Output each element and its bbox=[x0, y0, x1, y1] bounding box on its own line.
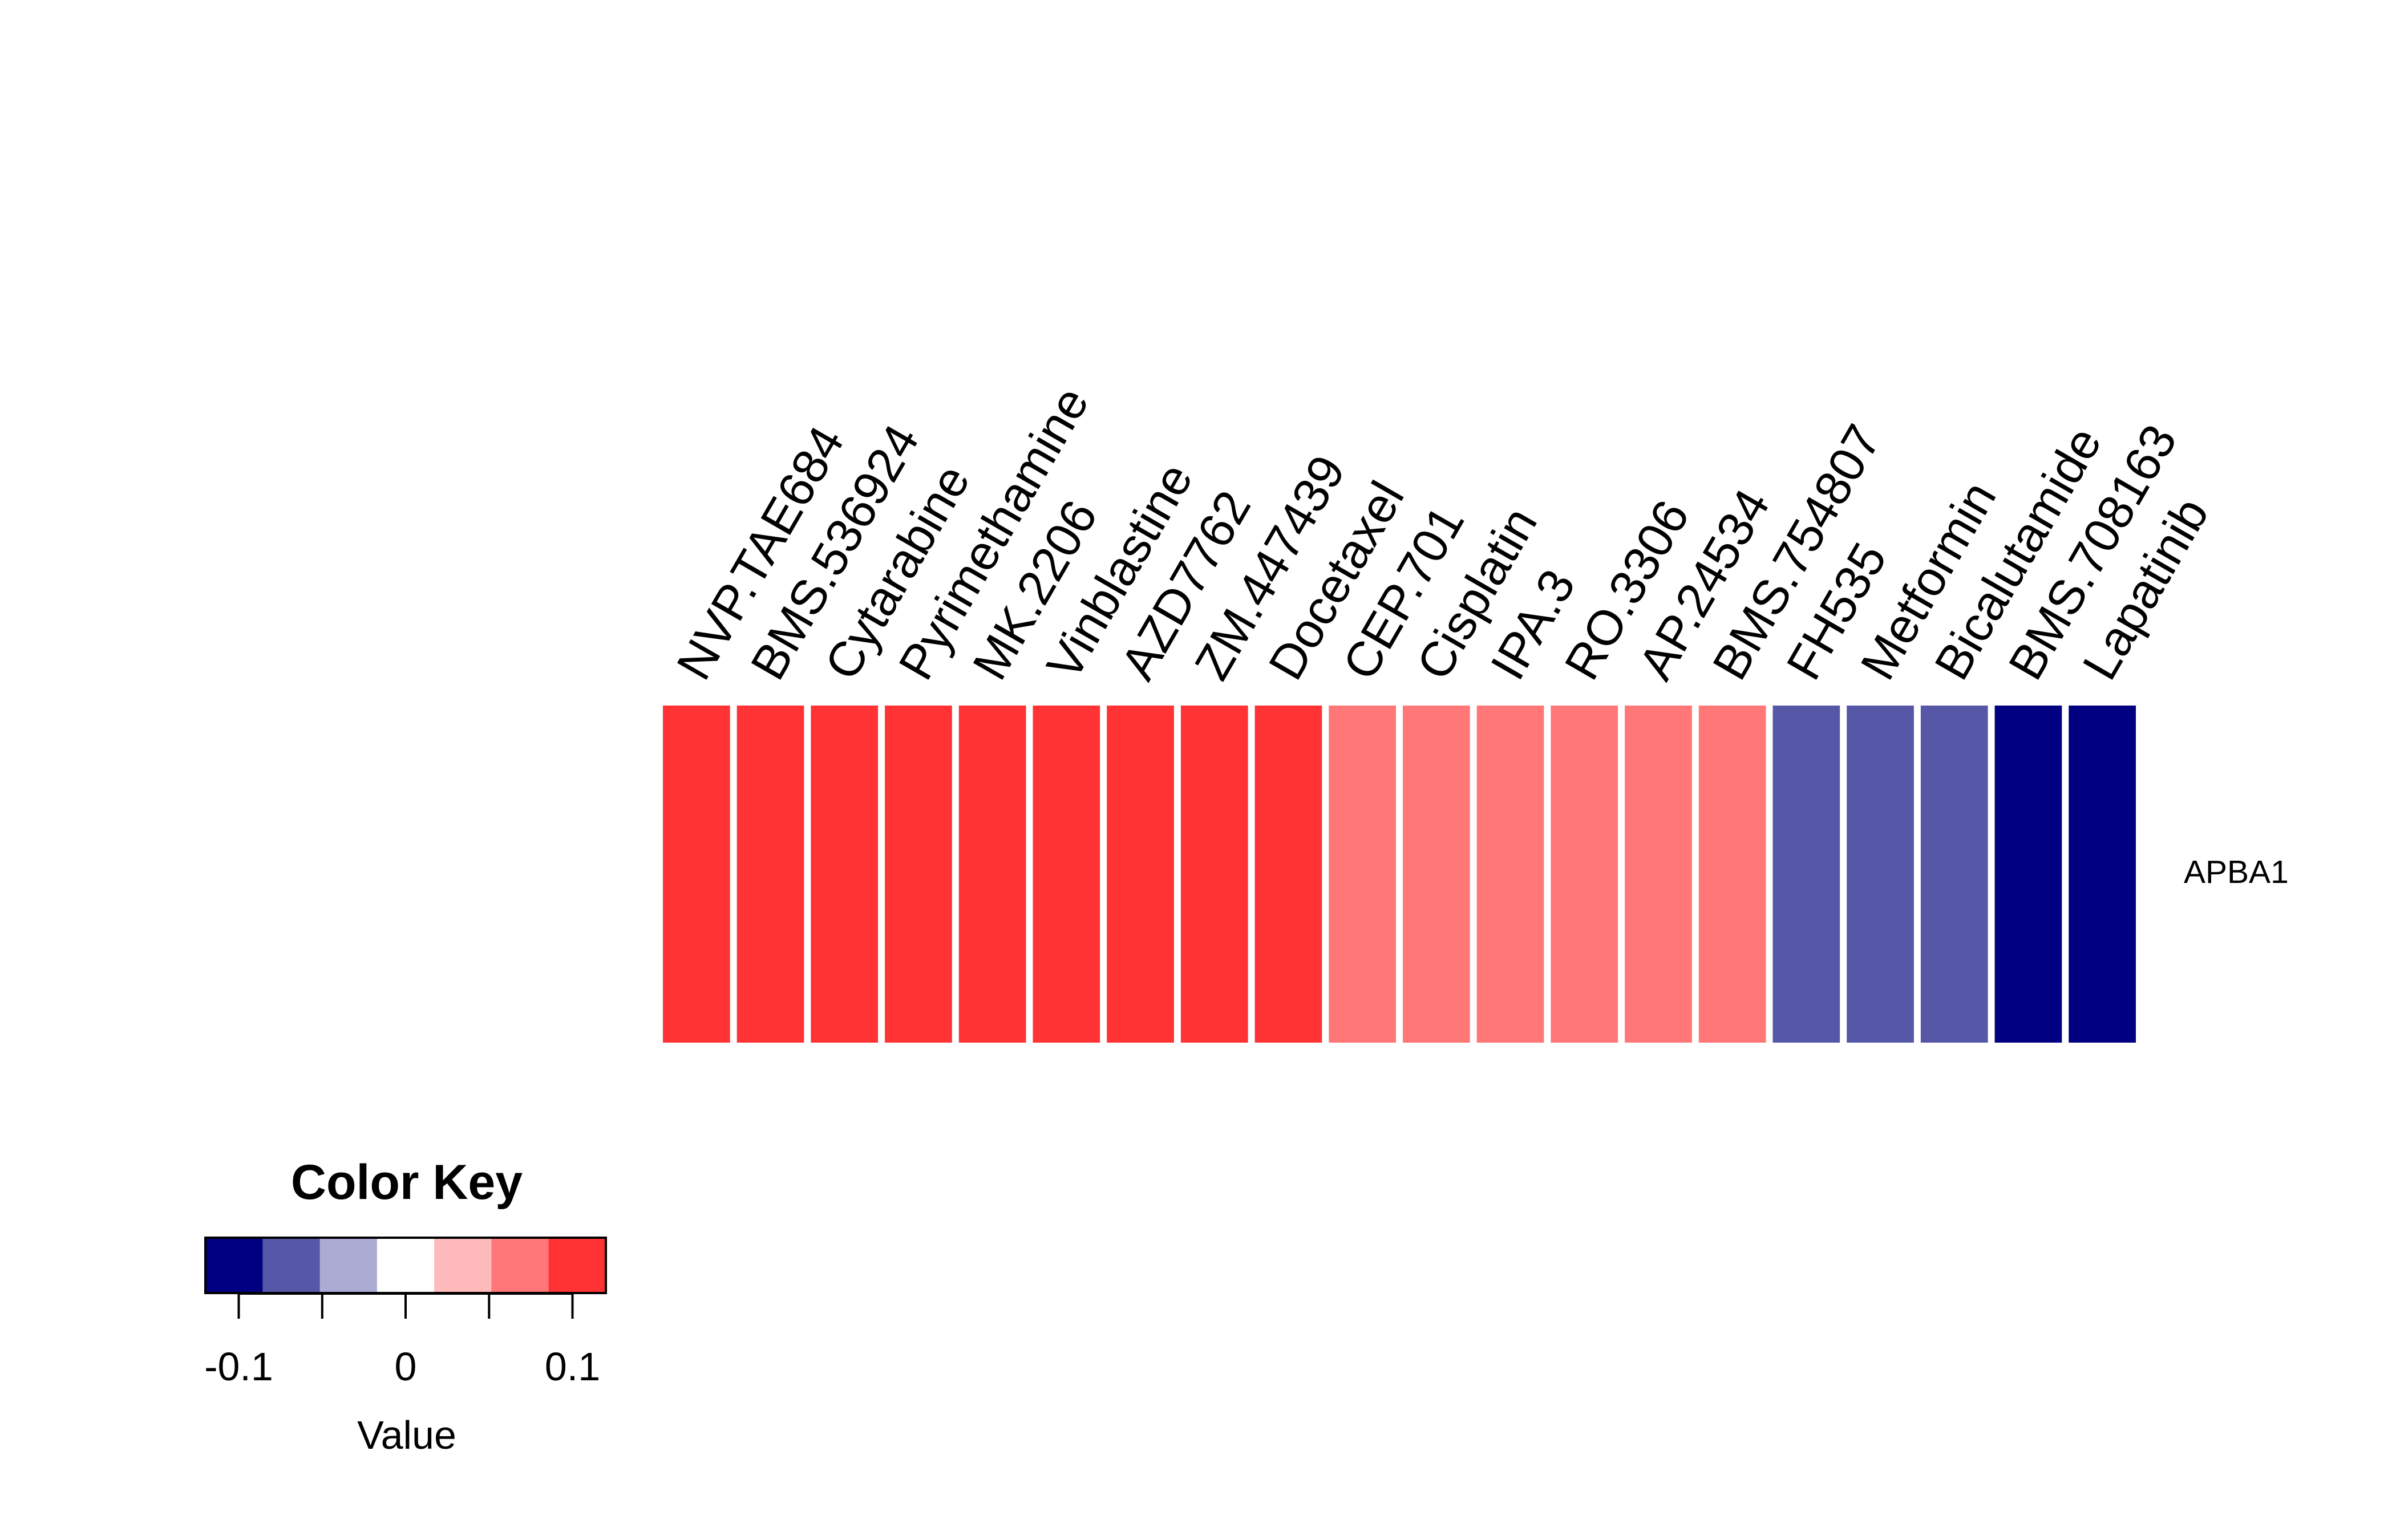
column-labels: NVP.TAE684BMS.536924CytarabinePyrimetham… bbox=[666, 378, 2219, 689]
color-key-xlabel: Value bbox=[357, 1413, 456, 1457]
heatmap-cell bbox=[1476, 706, 1544, 1043]
color-key-swatch bbox=[205, 1238, 263, 1293]
color-key-swatch bbox=[491, 1238, 549, 1293]
heatmap-cell bbox=[1180, 706, 1248, 1043]
color-key-swatch bbox=[262, 1238, 321, 1293]
heatmap-cell bbox=[1994, 706, 2062, 1043]
heatmap-cell bbox=[1254, 706, 1322, 1043]
row-label: APBA1 bbox=[2184, 854, 2289, 890]
heatmap-cell bbox=[885, 706, 952, 1043]
heatmap-cell bbox=[1403, 706, 1470, 1043]
heatmap-cell bbox=[958, 706, 1026, 1043]
heatmap-cell bbox=[1698, 706, 1766, 1043]
heatmap-cell bbox=[1847, 706, 1914, 1043]
heatmap-cell bbox=[2069, 706, 2136, 1043]
color-key-swatch bbox=[434, 1238, 492, 1293]
heatmap-cell bbox=[1329, 706, 1396, 1043]
color-key-tick-label: 0.1 bbox=[545, 1344, 600, 1389]
heatmap-cell bbox=[663, 706, 730, 1043]
color-key-swatches bbox=[205, 1238, 606, 1293]
color-key: Color Key -0.1 0 0.1 Value bbox=[204, 1155, 607, 1457]
color-key-tick-label: 0 bbox=[395, 1344, 417, 1389]
heatmap-cell bbox=[1625, 706, 1692, 1043]
heatmap-cell bbox=[1107, 706, 1174, 1043]
color-key-tick-label: -0.1 bbox=[204, 1344, 273, 1389]
heatmap-cell bbox=[1033, 706, 1100, 1043]
heatmap-cell bbox=[1920, 706, 1988, 1043]
color-key-swatch bbox=[319, 1238, 378, 1293]
heatmap-cells bbox=[663, 706, 2136, 1043]
color-key-title: Color Key bbox=[291, 1155, 523, 1210]
heatmap-cell bbox=[1551, 706, 1618, 1043]
color-key-axis: -0.1 0 0.1 bbox=[204, 1292, 600, 1389]
heatmap-cell bbox=[811, 706, 879, 1043]
color-key-swatch bbox=[377, 1238, 435, 1293]
heatmap-cell bbox=[736, 706, 804, 1043]
color-key-swatch bbox=[548, 1238, 606, 1293]
heatmap-cell bbox=[1772, 706, 1840, 1043]
